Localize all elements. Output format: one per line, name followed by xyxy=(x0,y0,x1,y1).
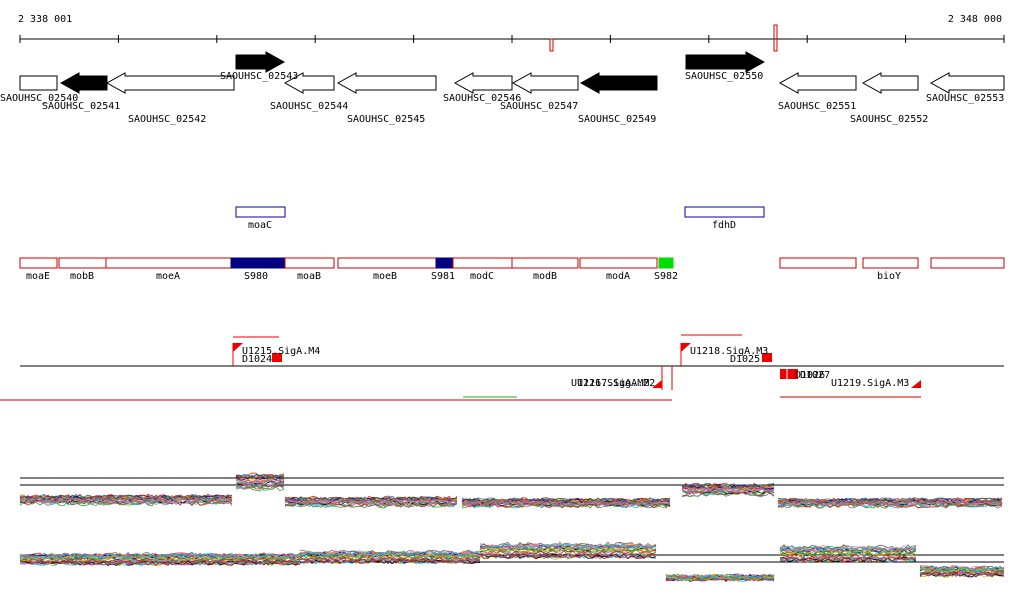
feature-label: modA xyxy=(606,271,630,282)
gene-arrow[interactable] xyxy=(59,72,108,94)
gene-arrow[interactable] xyxy=(453,72,513,94)
gene-label: SAOUHSC_02549 xyxy=(578,114,656,125)
gene-arrow[interactable] xyxy=(19,75,58,91)
gene-label: SAOUHSC_02541 xyxy=(42,101,120,112)
tss-marker[interactable] xyxy=(762,353,772,362)
expression-profile-line xyxy=(19,547,1005,581)
gene-arrow[interactable] xyxy=(685,51,766,73)
operon-box[interactable] xyxy=(684,206,765,218)
expression-track-upper xyxy=(19,472,1004,509)
feature-label: moeA xyxy=(156,271,180,282)
tss-marker[interactable] xyxy=(233,343,243,352)
tss-marker[interactable] xyxy=(911,380,921,388)
gene-arrow[interactable] xyxy=(778,72,857,94)
ruler-marker xyxy=(549,38,554,52)
feature-box[interactable] xyxy=(579,257,658,269)
feature-box[interactable] xyxy=(930,257,1005,269)
srna-box[interactable] xyxy=(230,257,286,269)
gene-arrow[interactable] xyxy=(105,72,235,94)
tss-label: U1216.SigA.M2 xyxy=(571,378,649,389)
expression-track-lower xyxy=(19,541,1005,583)
feature-label: modC xyxy=(470,271,494,282)
gene-label: SAOUHSC_02543 xyxy=(220,71,298,82)
srna-box[interactable] xyxy=(658,257,674,269)
tss-marker[interactable] xyxy=(780,369,798,379)
feature-track: moaE mobB moeA S980 moaB moeB S981 modC … xyxy=(19,257,1005,282)
gene-label: SAOUHSC_02545 xyxy=(347,114,425,125)
tss-label: D1026 xyxy=(795,370,825,381)
tss-marker[interactable] xyxy=(681,343,691,352)
gene-label: SAOUHSC_02552 xyxy=(850,114,928,125)
gene-label: SAOUHSC_02551 xyxy=(778,101,856,112)
gene-arrow[interactable] xyxy=(929,72,1005,94)
gene-label: SAOUHSC_02546 xyxy=(443,93,521,104)
start-coordinate: 2 338 001 xyxy=(18,14,72,25)
operon-label: moaC xyxy=(248,220,272,231)
feature-label: moaB xyxy=(297,271,321,282)
expression-profile-line xyxy=(19,481,1003,507)
srna-box[interactable] xyxy=(435,257,454,269)
tss-label: D1025 xyxy=(730,354,760,365)
gene-label: SAOUHSC_02544 xyxy=(270,101,348,112)
feature-label: S982 xyxy=(654,271,678,282)
tss-marker[interactable] xyxy=(652,380,662,388)
feature-box[interactable] xyxy=(862,257,919,269)
gene-arrow[interactable] xyxy=(861,72,919,94)
tss-label: U1217.SigA.M2 xyxy=(577,378,655,389)
gene-arrow[interactable] xyxy=(235,51,286,73)
expression-profile-line xyxy=(19,544,1005,580)
operon-track: moaC fdhD xyxy=(235,206,765,231)
tss-label: D1024 xyxy=(242,354,272,365)
feature-label: S981 xyxy=(431,271,455,282)
gene-arrow[interactable] xyxy=(511,72,579,94)
feature-label: modB xyxy=(533,271,557,282)
feature-box[interactable] xyxy=(105,257,232,269)
expression-profile-line xyxy=(19,552,1005,582)
coordinate-ruler: 2 338 001 2 348 000 xyxy=(18,14,1005,52)
end-coordinate: 2 348 000 xyxy=(948,14,1002,25)
expression-profile-line xyxy=(19,543,1005,580)
feature-label: moeB xyxy=(373,271,397,282)
tss-label: D1027 xyxy=(800,370,830,381)
gene-label: SAOUHSC_02550 xyxy=(685,71,763,82)
tss-label: U1218.SigA.M3 xyxy=(690,346,768,357)
gene-track: SAOUHSC_02540 SAOUHSC_02541 SAOUHSC_0254… xyxy=(0,51,1005,125)
feature-label: bioY xyxy=(877,271,901,282)
feature-box[interactable] xyxy=(58,257,107,269)
feature-label: moaE xyxy=(26,271,50,282)
operon-box[interactable] xyxy=(235,206,286,218)
feature-box[interactable] xyxy=(779,257,857,269)
feature-box[interactable] xyxy=(19,257,58,269)
feature-label: mobB xyxy=(70,271,94,282)
expression-profiles xyxy=(19,541,1005,583)
expression-profiles xyxy=(19,472,1003,509)
tss-marker[interactable] xyxy=(272,353,282,362)
expression-profile-line xyxy=(19,473,1003,504)
tss-label: U1215.SigA.M4 xyxy=(242,346,320,357)
ruler-marker xyxy=(773,24,778,52)
feature-label: S980 xyxy=(244,271,268,282)
gene-label: SAOUHSC_02547 xyxy=(500,101,578,112)
gene-arrow[interactable] xyxy=(283,72,335,94)
expression-profile-line xyxy=(19,479,1003,506)
gene-label: SAOUHSC_02540 xyxy=(0,93,78,104)
gene-arrow[interactable] xyxy=(579,72,658,94)
feature-box[interactable] xyxy=(284,257,335,269)
tss-label: U1219.SigA.M3 xyxy=(831,378,909,389)
feature-box[interactable] xyxy=(511,257,579,269)
feature-box[interactable] xyxy=(452,257,513,269)
gene-label: SAOUHSC_02542 xyxy=(128,114,206,125)
feature-box[interactable] xyxy=(337,257,437,269)
operon-label: fdhD xyxy=(712,220,736,231)
gene-arrow[interactable] xyxy=(336,72,437,94)
gene-label: SAOUHSC_02553 xyxy=(926,93,1004,104)
tss-track: U1215.SigA.M4 D1024 U1218.SigA.M3 D1025 … xyxy=(0,334,1004,401)
